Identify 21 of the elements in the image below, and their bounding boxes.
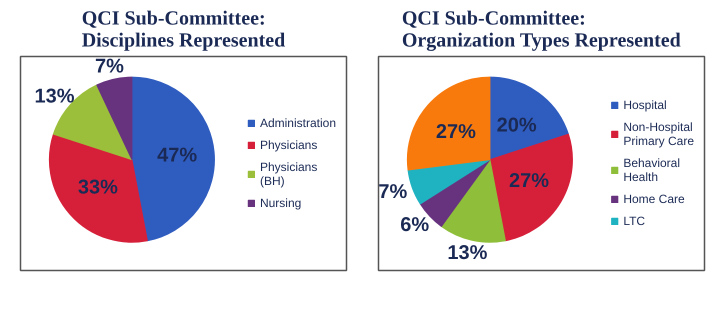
data-label: 27% [508,170,550,192]
chart-title: QCI Sub-Committee: Organization Types Represented [402,8,681,52]
data-label: 20% [496,114,537,137]
data-label: 6% [400,214,430,236]
legend-label: Non-Hospital Primary Care [623,120,694,148]
data-label: 7% [94,55,124,78]
legend-label: Administration [260,116,336,130]
legend-label: Home Care [623,192,685,206]
data-label: 7% [378,181,408,204]
legend-label: Behavioral Health [623,156,680,184]
legend-label: Hospital [623,98,667,112]
data-label: 13% [447,242,488,264]
legend-label: Physicians (BH) [260,160,318,188]
data-label: 33% [78,176,118,198]
data-label: 13% [34,86,75,108]
legend-label: Physicians [260,138,318,152]
data-label: 27% [436,120,476,143]
legend-label: LTC [623,214,646,228]
data-label: 47% [157,144,198,167]
legend-label: Nursing [260,196,302,210]
chart-title: QCI Sub-Committee: Disciplines Represented [82,8,286,52]
